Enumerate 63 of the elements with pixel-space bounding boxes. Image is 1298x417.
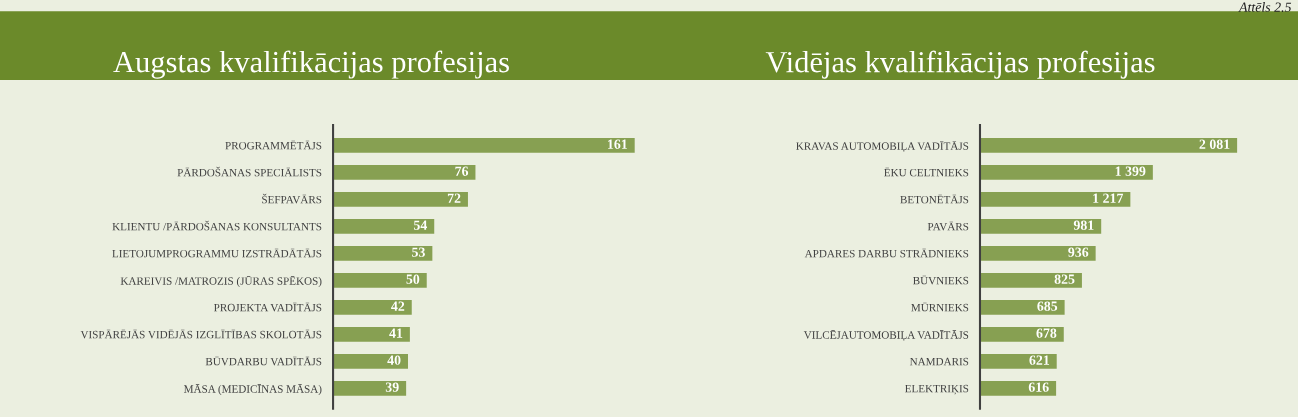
bar <box>333 272 427 288</box>
y-tick-label: BŪVNIEKS <box>913 275 969 285</box>
bar <box>979 137 1238 153</box>
y-tick-label: MŪRNIEKS <box>911 302 969 312</box>
data-label: 685 <box>1037 301 1058 311</box>
y-tick-label: KAREIVIS /MATROZIS (JŪRAS SPĒKOS) <box>120 276 322 288</box>
data-label: 50 <box>406 274 420 284</box>
bar <box>333 191 468 207</box>
y-tick-label: PAVĀRS <box>927 221 969 231</box>
data-label: 2 081 <box>1199 139 1230 149</box>
y-tick-label: BETONĒTĀJS <box>900 194 969 204</box>
bar <box>333 299 412 315</box>
bar <box>979 272 1082 288</box>
data-label: 54 <box>413 220 428 230</box>
data-label: 72 <box>447 193 461 203</box>
bar <box>979 164 1153 180</box>
data-label: 825 <box>1054 274 1075 284</box>
y-tick-label: NAMDARIS <box>909 357 969 366</box>
y-tick-label: APDARES DARBU STRĀDNIEKS <box>804 248 969 258</box>
bar <box>979 380 1057 396</box>
bar <box>333 380 407 396</box>
data-label: 1 217 <box>1093 193 1124 203</box>
data-label: 42 <box>391 301 405 311</box>
data-label: 39 <box>385 382 399 392</box>
bar <box>979 191 1131 207</box>
bar <box>333 353 409 369</box>
y-tick-label: MĀSA (MEDICĪNAS MĀSA) <box>183 384 322 395</box>
chart-title: Vidējas kvalifikācijas profesijas <box>765 50 1155 79</box>
bar <box>979 326 1064 342</box>
data-label: 981 <box>1073 220 1094 230</box>
y-tick-label: PĀRDOŠANAS SPECIĀLISTS <box>177 166 322 177</box>
data-label: 678 <box>1036 328 1057 338</box>
y-tick-label: ŠEFPAVĀRS <box>262 193 322 204</box>
y-tick-label: ĒKU CELTNIEKS <box>884 167 969 177</box>
y-tick-label: ELEKTRIĶIS <box>905 384 969 395</box>
data-label: 621 <box>1029 355 1050 365</box>
data-label: 40 <box>387 355 401 365</box>
bar <box>979 299 1065 315</box>
bar <box>979 245 1096 261</box>
y-tick-label: PROJEKTA VADĪTĀJS <box>213 302 322 312</box>
bar <box>333 245 433 261</box>
data-label: 1 399 <box>1115 166 1146 176</box>
data-label: 616 <box>1028 382 1049 392</box>
bar <box>333 137 635 153</box>
y-tick-label: PROGRAMMĒTĀJS <box>225 140 322 150</box>
bar <box>979 218 1102 234</box>
text: Attēls 2.5 <box>1238 2 1292 12</box>
bar <box>979 353 1057 369</box>
y-tick-label: KRAVAS AUTOMOBIĻA VADĪTĀJS <box>796 141 969 153</box>
data-label: 936 <box>1068 247 1089 257</box>
y-tick-label: BŪVDARBU VADĪTĀJS <box>205 356 322 366</box>
bar <box>333 326 410 342</box>
y-tick-label: VILCĒJAUTOMOBIĻA VADĪTĀJS <box>803 330 969 342</box>
data-label: 41 <box>389 328 403 338</box>
bar <box>333 164 476 180</box>
y-tick-label: KLIENTU /PĀRDOŠANAS KONSULTANTS <box>112 220 322 231</box>
data-label: 161 <box>608 139 628 149</box>
y-tick-label: LIETOJUMPROGRAMMU IZSTRĀDĀTĀJS <box>112 248 322 258</box>
data-label: 53 <box>412 247 425 257</box>
chart-title: Augstas kvalifikācijas profesijas <box>113 50 509 79</box>
y-tick-label: VISPĀRĒJĀS VIDĒJĀS IZGLĪTĪBAS SKOLOTĀJS <box>80 329 322 339</box>
data-label: 76 <box>455 166 469 176</box>
bar <box>333 218 435 234</box>
